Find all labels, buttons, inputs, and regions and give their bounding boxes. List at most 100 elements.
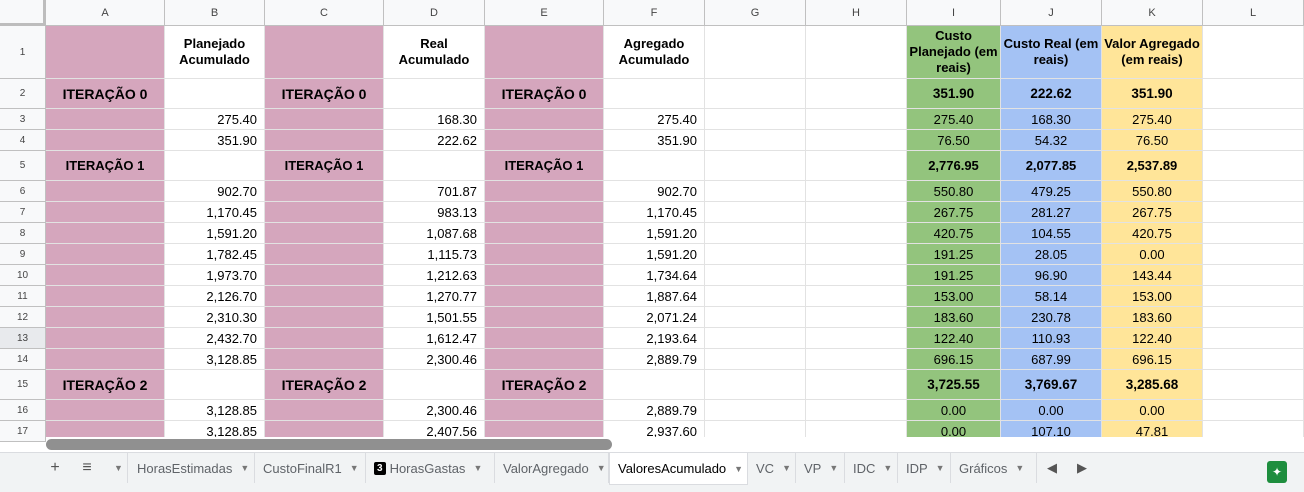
cell-k13[interactable]: 122.40 [1102, 328, 1203, 349]
header-cell-j[interactable]: Custo Real (em reais) [1001, 26, 1102, 79]
cell-d8[interactable]: 1,087.68 [384, 223, 485, 244]
iteration-label[interactable]: ITERAÇÃO 2 [265, 370, 384, 400]
column-header-a[interactable]: A [46, 0, 165, 26]
plus-icon[interactable]: + [50, 459, 60, 476]
cell-k14[interactable]: 696.15 [1102, 349, 1203, 370]
cell-k16[interactable]: 0.00 [1102, 400, 1203, 421]
cell-b11[interactable]: 2,126.70 [165, 286, 265, 307]
cell-e10[interactable] [485, 265, 604, 286]
column-header-f[interactable]: F [604, 0, 705, 26]
cell-d6[interactable]: 701.87 [384, 181, 485, 202]
select-all-corner[interactable] [0, 0, 46, 26]
row-header-8[interactable]: 8 [0, 223, 46, 244]
cell-a16[interactable] [46, 400, 165, 421]
cell-b5[interactable] [165, 151, 265, 181]
cell-h12[interactable] [806, 307, 907, 328]
column-header-c[interactable]: C [265, 0, 384, 26]
cell-g9[interactable] [705, 244, 806, 265]
cell-l3[interactable] [1203, 109, 1304, 130]
cell-l5[interactable] [1203, 151, 1304, 181]
tab-scroll-arrow[interactable]: ▼ [110, 453, 128, 483]
cell-f6[interactable]: 902.70 [604, 181, 705, 202]
cell-g4[interactable] [705, 130, 806, 151]
cell-j14[interactable]: 687.99 [1001, 349, 1102, 370]
cell-b14[interactable]: 3,128.85 [165, 349, 265, 370]
column-header-d[interactable]: D [384, 0, 485, 26]
cell-i14[interactable]: 696.15 [907, 349, 1001, 370]
chevron-down-icon[interactable]: ▼ [734, 463, 744, 474]
cell-k6[interactable]: 550.80 [1102, 181, 1203, 202]
cell-h4[interactable] [806, 130, 907, 151]
column-header-k[interactable]: K [1102, 0, 1203, 26]
cell-c16[interactable] [265, 400, 384, 421]
cell-d4[interactable]: 222.62 [384, 130, 485, 151]
cell-g1[interactable] [705, 26, 806, 79]
chevron-down-icon[interactable]: ▼ [349, 463, 359, 473]
cell-b8[interactable]: 1,591.20 [165, 223, 265, 244]
row-header-2[interactable]: 2 [0, 79, 46, 109]
cell-d12[interactable]: 1,501.55 [384, 307, 485, 328]
cell-j7[interactable]: 281.27 [1001, 202, 1102, 223]
chevron-left-icon[interactable]: ◀ [1047, 460, 1057, 475]
cell-b12[interactable]: 2,310.30 [165, 307, 265, 328]
cell-b13[interactable]: 2,432.70 [165, 328, 265, 349]
cell-b2[interactable] [165, 79, 265, 109]
cell-i11[interactable]: 153.00 [907, 286, 1001, 307]
cell-c9[interactable] [265, 244, 384, 265]
cell-l16[interactable] [1203, 400, 1304, 421]
cell-j8[interactable]: 104.55 [1001, 223, 1102, 244]
tab-gráficos[interactable]: Gráficos ▼ [951, 453, 1037, 483]
cell-f13[interactable]: 2,193.64 [604, 328, 705, 349]
cell-l8[interactable] [1203, 223, 1304, 244]
cell-j11[interactable]: 58.14 [1001, 286, 1102, 307]
tab-custofinalr1[interactable]: CustoFinalR1 ▼ [255, 453, 366, 483]
column-header-e[interactable]: E [485, 0, 604, 26]
row-header-3[interactable]: 3 [0, 109, 46, 130]
cell-l4[interactable] [1203, 130, 1304, 151]
cell-i6[interactable]: 550.80 [907, 181, 1001, 202]
tab-vc[interactable]: VC ▼ [748, 453, 796, 483]
cell-k3[interactable]: 275.40 [1102, 109, 1203, 130]
chevron-down-icon[interactable]: ▼ [782, 463, 791, 473]
cell-e1[interactable] [485, 26, 604, 79]
cell-a6[interactable] [46, 181, 165, 202]
cell-d9[interactable]: 1,115.73 [384, 244, 485, 265]
cell-b7[interactable]: 1,170.45 [165, 202, 265, 223]
cell-a7[interactable] [46, 202, 165, 223]
cell-i10[interactable]: 191.25 [907, 265, 1001, 286]
cell-b10[interactable]: 1,973.70 [165, 265, 265, 286]
cell-c10[interactable] [265, 265, 384, 286]
cell-g2[interactable] [705, 79, 806, 109]
tab-vp[interactable]: VP ▼ [796, 453, 845, 483]
cell-i5[interactable]: 2,776.95 [907, 151, 1001, 181]
cell-h5[interactable] [806, 151, 907, 181]
tab-horasgastas[interactable]: 3 HorasGastas ▼ [366, 453, 495, 483]
cell-g14[interactable] [705, 349, 806, 370]
cell-k5[interactable]: 2,537.89 [1102, 151, 1203, 181]
cell-g6[interactable] [705, 181, 806, 202]
iteration-label[interactable]: ITERAÇÃO 1 [46, 151, 165, 181]
iteration-label[interactable]: ITERAÇÃO 1 [485, 151, 604, 181]
cell-k7[interactable]: 267.75 [1102, 202, 1203, 223]
row-header-5[interactable]: 5 [0, 151, 46, 181]
cell-i13[interactable]: 122.40 [907, 328, 1001, 349]
cell-j15[interactable]: 3,769.67 [1001, 370, 1102, 400]
cell-h11[interactable] [806, 286, 907, 307]
header-cell-d[interactable]: Real Acumulado [384, 26, 485, 79]
cell-f16[interactable]: 2,889.79 [604, 400, 705, 421]
cell-a10[interactable] [46, 265, 165, 286]
cell-a9[interactable] [46, 244, 165, 265]
cell-e3[interactable] [485, 109, 604, 130]
cell-g10[interactable] [705, 265, 806, 286]
cell-f8[interactable]: 1,591.20 [604, 223, 705, 244]
cell-g7[interactable] [705, 202, 806, 223]
cell-h14[interactable] [806, 349, 907, 370]
cell-j10[interactable]: 96.90 [1001, 265, 1102, 286]
column-header-l[interactable]: L [1203, 0, 1304, 26]
cell-f12[interactable]: 2,071.24 [604, 307, 705, 328]
chevron-down-icon[interactable]: ▼ [240, 463, 250, 473]
row-header-14[interactable]: 14 [0, 349, 46, 370]
cell-d10[interactable]: 1,212.63 [384, 265, 485, 286]
cell-c13[interactable] [265, 328, 384, 349]
chevron-down-icon[interactable]: ▼ [883, 463, 893, 473]
